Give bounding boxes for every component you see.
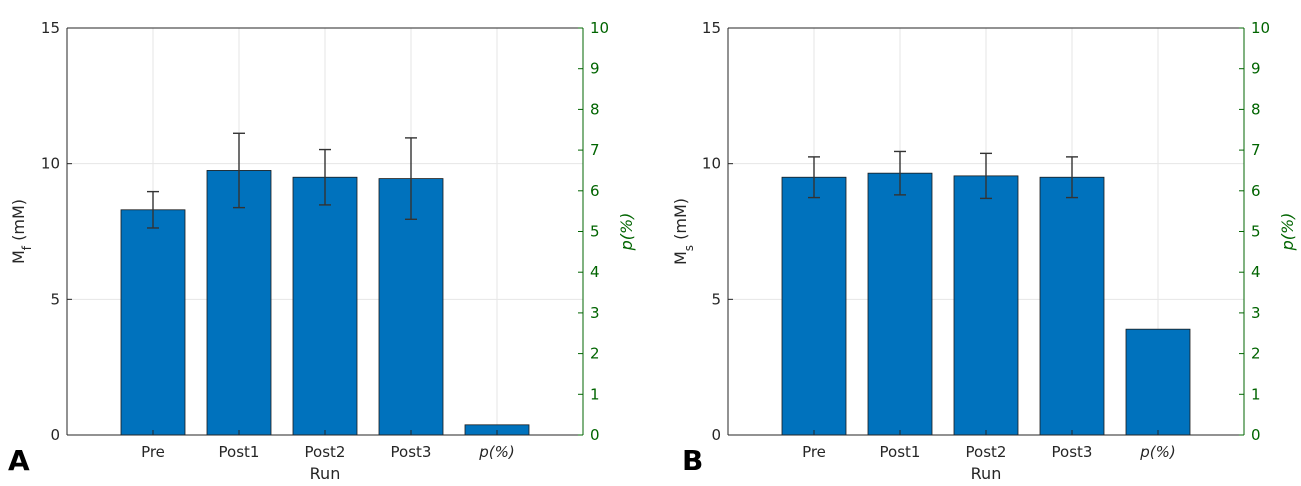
x-tick-label-pre: Pre — [141, 443, 165, 461]
y2-tick-label: 9 — [1251, 60, 1261, 78]
x-axis-label: Run — [971, 464, 1002, 483]
y2-tick-label: 2 — [590, 345, 600, 363]
y2-tick-label: 5 — [590, 223, 600, 241]
y2-tick-label: 7 — [1251, 141, 1261, 159]
bar-post1 — [867, 172, 933, 436]
y2-tick-label: 1 — [1251, 385, 1261, 403]
y2-tick-label: 10 — [590, 19, 609, 37]
y-tick-label: 10 — [702, 155, 721, 173]
y2-tick-label: 8 — [1251, 100, 1261, 118]
y-tick-label: 10 — [41, 155, 60, 173]
bar-post3 — [378, 178, 444, 436]
y2-tick-label: 6 — [1251, 182, 1261, 200]
x-tick-label-p-value: p(%) — [478, 443, 514, 461]
y2-tick-label: 2 — [1251, 345, 1261, 363]
y-tick-label: 0 — [50, 426, 60, 444]
x-tick-label-post2: Post2 — [305, 443, 346, 461]
y-tick-label: 15 — [41, 19, 60, 37]
panel-letter: A — [8, 444, 30, 477]
y-tick-label: 5 — [711, 290, 721, 308]
x-tick-label-post3: Post3 — [391, 443, 432, 461]
y2-tick-label: 3 — [1251, 304, 1261, 322]
x-axis-label: Run — [310, 464, 341, 483]
y-tick-label: 0 — [711, 426, 721, 444]
y2-tick-label: 3 — [590, 304, 600, 322]
y2-tick-label: 4 — [1251, 263, 1261, 281]
y2-tick-label: 0 — [590, 426, 600, 444]
y2-tick-label: 0 — [1251, 426, 1261, 444]
y2-axis-label: p(%) — [1278, 213, 1297, 252]
y2-tick-label: 7 — [590, 141, 600, 159]
bar-pre — [120, 209, 186, 436]
bar-pre — [781, 176, 847, 436]
x-tick-label-post3: Post3 — [1052, 443, 1093, 461]
y2-tick-label: 5 — [1251, 223, 1261, 241]
y2-tick-label: 6 — [590, 182, 600, 200]
bar-post3 — [1039, 176, 1105, 436]
y-axis-label: Ms (mM) — [671, 198, 696, 265]
y2-tick-label: 1 — [590, 385, 600, 403]
y-axis-label: Mf (mM) — [9, 199, 34, 264]
x-tick-label-post1: Post1 — [880, 443, 921, 461]
y2-axis-label: p(%) — [617, 213, 636, 252]
chart-panel-b: 0 5 10 15 0 1 2 3 4 5 6 7 8 9 10 Pre Post1 Post2 Post3 p(%)… — [671, 19, 1297, 483]
bar-p-value — [1125, 328, 1191, 436]
y-tick-label: 15 — [702, 19, 721, 37]
bar-post2 — [292, 176, 358, 436]
bar-post1 — [206, 170, 272, 436]
y2-tick-label: 4 — [590, 263, 600, 281]
x-tick-label-pre: Pre — [802, 443, 826, 461]
y2-tick-label: 10 — [1251, 19, 1270, 37]
x-tick-label-post1: Post1 — [219, 443, 260, 461]
bar-post2 — [953, 175, 1019, 436]
y2-tick-label: 8 — [590, 100, 600, 118]
x-tick-label-p-value: p(%) — [1139, 443, 1175, 461]
x-tick-label-post2: Post2 — [966, 443, 1007, 461]
panel-letter: B — [682, 444, 703, 477]
y-tick-label: 5 — [50, 290, 60, 308]
y2-tick-label: 9 — [590, 60, 600, 78]
chart-panel-a: 0 5 10 15 0 1 2 3 4 5 6 7 8 9 10 Pre Post1 Post2 Post3 p(%)… — [8, 19, 636, 483]
